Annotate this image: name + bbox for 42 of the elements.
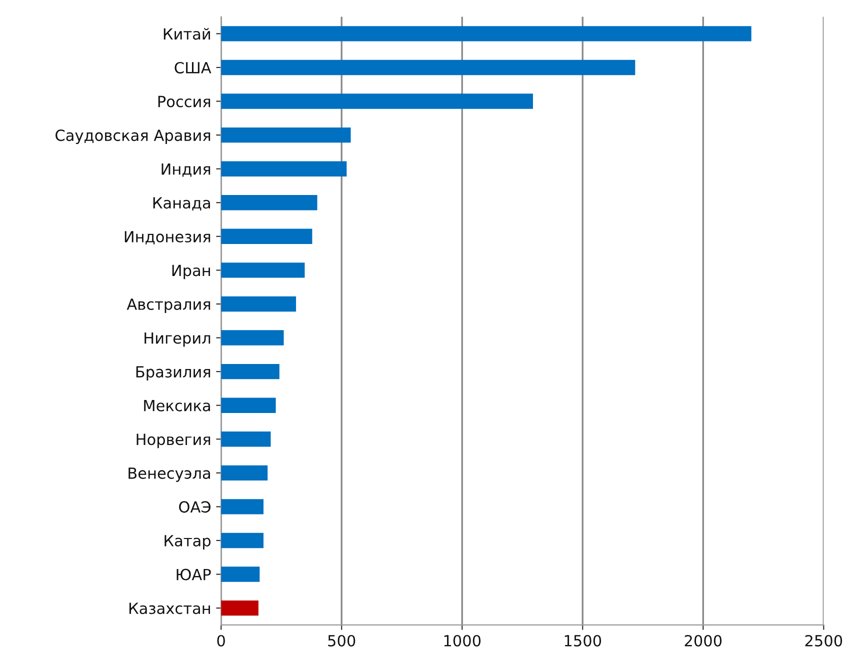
x-tick-label: 500 xyxy=(328,634,356,647)
bar xyxy=(221,60,636,76)
y-tick-label: Канада xyxy=(153,197,210,211)
y-tick-label: Китай xyxy=(164,28,210,40)
bar xyxy=(221,262,305,278)
y-tick-label: Катар xyxy=(164,535,211,550)
bar xyxy=(221,600,258,616)
y-tick-label: Казахстан xyxy=(129,602,210,614)
y-tick-label: Россия xyxy=(158,96,210,108)
bar xyxy=(221,499,264,514)
x-tick-label: 2000 xyxy=(684,634,722,647)
y-tick-label: Иран xyxy=(172,264,210,280)
y-tick-label: Индия xyxy=(162,164,210,177)
bar xyxy=(221,398,276,413)
bar xyxy=(221,465,268,481)
bar xyxy=(221,127,351,143)
x-tick-label: 1000 xyxy=(444,634,481,647)
y-tick-label: США xyxy=(174,62,212,74)
y-tick-label: Бразилия xyxy=(136,366,210,381)
bar xyxy=(221,195,318,210)
bar xyxy=(221,26,752,42)
y-tick-label: Австралия xyxy=(126,298,210,313)
bar xyxy=(221,94,533,109)
y-tick-label: Мексика xyxy=(144,400,210,412)
x-tick-label: 1500 xyxy=(564,634,602,647)
y-tick-label: Венесуэла xyxy=(128,468,210,482)
bar xyxy=(221,161,347,176)
x-tick-label: 0 xyxy=(217,634,225,647)
bar xyxy=(221,330,284,346)
bar xyxy=(221,566,260,582)
y-tick-label: Саудовская Аравия xyxy=(56,130,210,144)
y-tick-label: ОАЭ xyxy=(179,501,211,513)
bar xyxy=(221,432,271,447)
y-tick-label: Норвегия xyxy=(136,434,210,448)
y-tick-label: Нигерил xyxy=(144,332,210,347)
bar xyxy=(221,364,280,380)
y-tick-label: Индонезия xyxy=(124,231,210,244)
x-tick-label: 2500 xyxy=(805,634,842,647)
y-tick-label: ЮАР xyxy=(176,568,211,580)
bar xyxy=(221,532,264,548)
bar xyxy=(221,296,296,312)
bar xyxy=(221,228,312,244)
